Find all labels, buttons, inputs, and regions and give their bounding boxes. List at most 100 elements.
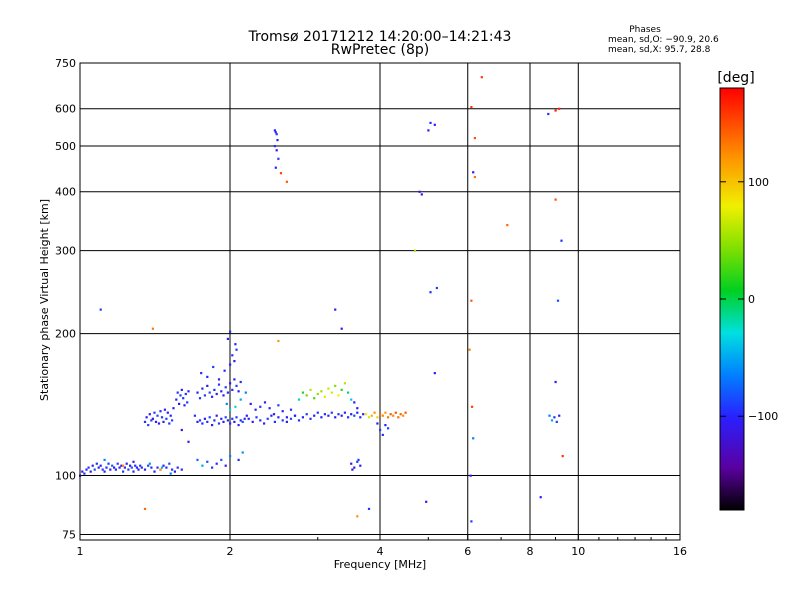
data-point: [469, 474, 472, 477]
data-point: [316, 392, 319, 396]
data-point: [176, 391, 179, 394]
data-point: [425, 500, 428, 503]
data-point: [270, 414, 273, 417]
data-point: [127, 468, 130, 471]
y-tick-label: 100: [55, 470, 76, 483]
data-point: [561, 455, 564, 458]
data-point: [173, 470, 176, 473]
data-point: [548, 414, 551, 417]
data-point: [151, 417, 154, 420]
data-point: [353, 414, 356, 417]
data-point: [353, 466, 356, 469]
data-point: [153, 470, 156, 473]
data-point: [399, 413, 402, 416]
data-point: [186, 401, 189, 404]
data-point: [343, 382, 346, 385]
data-point: [139, 464, 142, 467]
data-point: [277, 404, 280, 407]
data-point: [200, 372, 203, 375]
data-point: [157, 422, 161, 425]
data-point: [233, 360, 236, 363]
data-point: [241, 451, 244, 454]
data-point: [196, 391, 199, 394]
data-point: [154, 420, 158, 423]
x-tick-label: 10: [571, 545, 585, 558]
data-point: [178, 402, 181, 405]
phases-mean-o: mean, sd,O: −90.9, 20.6: [608, 35, 719, 45]
data-point: [156, 466, 159, 469]
data-point: [105, 466, 108, 469]
data-point: [343, 411, 346, 414]
data-point: [171, 468, 174, 471]
data-point: [558, 414, 561, 417]
data-point: [239, 380, 242, 384]
data-point: [99, 464, 102, 467]
data-point: [175, 398, 178, 401]
data-point: [273, 145, 276, 148]
data-point: [263, 422, 266, 425]
data-point: [145, 416, 148, 419]
data-point: [159, 468, 162, 471]
x-tick-label: 2: [227, 545, 234, 558]
data-point: [229, 455, 232, 458]
data-point: [134, 464, 137, 467]
data-point: [130, 466, 133, 469]
colorbar-tick-label: 0: [748, 293, 755, 306]
data-point: [327, 387, 330, 390]
grid: [80, 63, 680, 540]
y-tick-label: 300: [55, 245, 76, 258]
data-point: [220, 417, 223, 420]
data-point: [293, 414, 297, 417]
data-point: [313, 397, 316, 400]
data-point: [85, 468, 88, 471]
data-point: [220, 390, 223, 393]
data-point: [555, 420, 558, 423]
data-point: [147, 424, 150, 427]
data-point: [334, 416, 337, 419]
data-point: [309, 388, 312, 391]
data-point: [143, 420, 147, 423]
data-point: [244, 391, 247, 394]
data-point: [160, 466, 164, 469]
data-point: [147, 464, 150, 467]
data-point: [301, 391, 304, 394]
data-point: [224, 416, 227, 419]
data-point: [201, 422, 204, 425]
data-point: [330, 411, 333, 414]
data-point: [471, 405, 474, 408]
data-point: [245, 414, 248, 417]
data-point: [220, 458, 223, 461]
data-point: [255, 416, 258, 419]
data-point: [148, 462, 151, 465]
data-point: [347, 416, 350, 419]
data-point: [132, 470, 135, 473]
data-point: [235, 348, 238, 351]
data-point: [118, 466, 121, 469]
data-point: [550, 419, 554, 422]
data-point: [231, 417, 234, 420]
data-point: [472, 171, 475, 174]
x-tick-label: 6: [464, 545, 471, 558]
data-point: [273, 129, 276, 132]
data-point: [203, 417, 206, 420]
data-point: [376, 422, 379, 425]
data-point: [198, 397, 202, 400]
data-point: [289, 417, 293, 420]
data-point: [150, 419, 153, 422]
data-point: [320, 416, 323, 419]
data-point: [381, 414, 384, 417]
data-point: [129, 464, 132, 467]
data-point: [560, 239, 563, 242]
data-point: [305, 413, 308, 416]
data-point: [473, 137, 476, 140]
data-point: [254, 408, 257, 411]
data-point: [93, 468, 96, 471]
data-point: [323, 395, 326, 398]
data-point: [116, 462, 119, 465]
data-point: [429, 291, 432, 294]
x-tick-label: 16: [673, 545, 687, 558]
data-point: [208, 391, 211, 394]
data-point: [558, 107, 561, 110]
data-point: [334, 384, 337, 387]
